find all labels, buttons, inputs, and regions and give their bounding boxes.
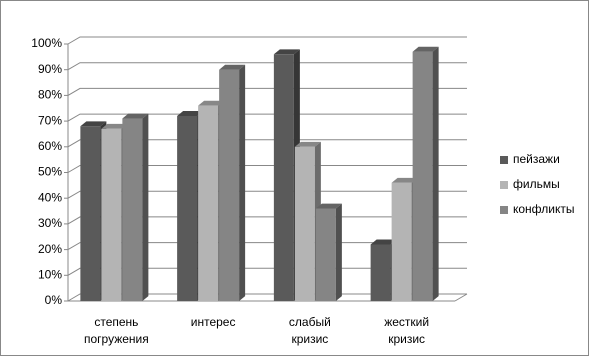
bar-front [273,54,294,301]
bar-top [122,113,149,119]
x-tick-label: степень погружения [84,315,149,346]
y-tick-label: 50% [38,165,62,179]
y-tick-label: 80% [38,88,62,102]
bar-side [142,113,149,301]
legend-label: пейзажи [513,152,560,166]
bar-front [370,244,391,301]
legend-label: фильмы [513,177,560,191]
grid-line [67,113,467,122]
bar-top [370,239,397,245]
grid-line [67,165,467,173]
bar-side [335,203,342,301]
bar-top [198,100,225,106]
bar-top [273,49,300,55]
bar-side [432,46,439,302]
grid-line [67,36,467,45]
legend-swatch [500,156,508,164]
bar-front [101,128,122,301]
bar-top [294,141,321,147]
y-tick-label: 70% [38,113,62,127]
y-tick-label: 0% [45,293,63,307]
bar-front [198,105,219,302]
bar-front [412,51,433,302]
y-tick-label: 10% [38,267,62,281]
y-tick-label: 60% [38,139,62,153]
bar-front [294,146,315,301]
legend-label: конфликты [513,202,575,216]
y-tick-label: 20% [38,242,62,256]
bar-top [80,121,107,127]
bar-front [219,69,240,301]
floor-right [454,293,468,302]
y-tick-label: 30% [38,216,62,230]
bar-side [239,64,246,301]
grid-line [67,62,467,71]
bar-top [101,123,128,129]
bar-front [315,208,336,301]
grid-line [67,190,467,199]
bar-top [412,46,439,52]
bar-top [315,203,342,209]
bar-top [219,64,246,70]
bar-top [391,177,418,183]
legend-swatch [500,181,508,189]
x-tick-label: жесткий кризис [384,315,429,346]
bar-top [177,111,204,116]
legend-swatch [500,206,508,214]
y-tick-label: 100% [31,36,62,50]
y-tick-label: 90% [38,62,62,76]
bar-front [177,115,198,302]
grid-line [67,139,467,148]
x-tick-label: слабый кризис [289,315,331,346]
grid-line [67,87,467,96]
y-tick-label: 40% [38,190,62,204]
bar-front [391,182,412,301]
x-tick-label: интерес [191,315,236,329]
bar-front [122,118,143,301]
bar-front [80,126,101,302]
